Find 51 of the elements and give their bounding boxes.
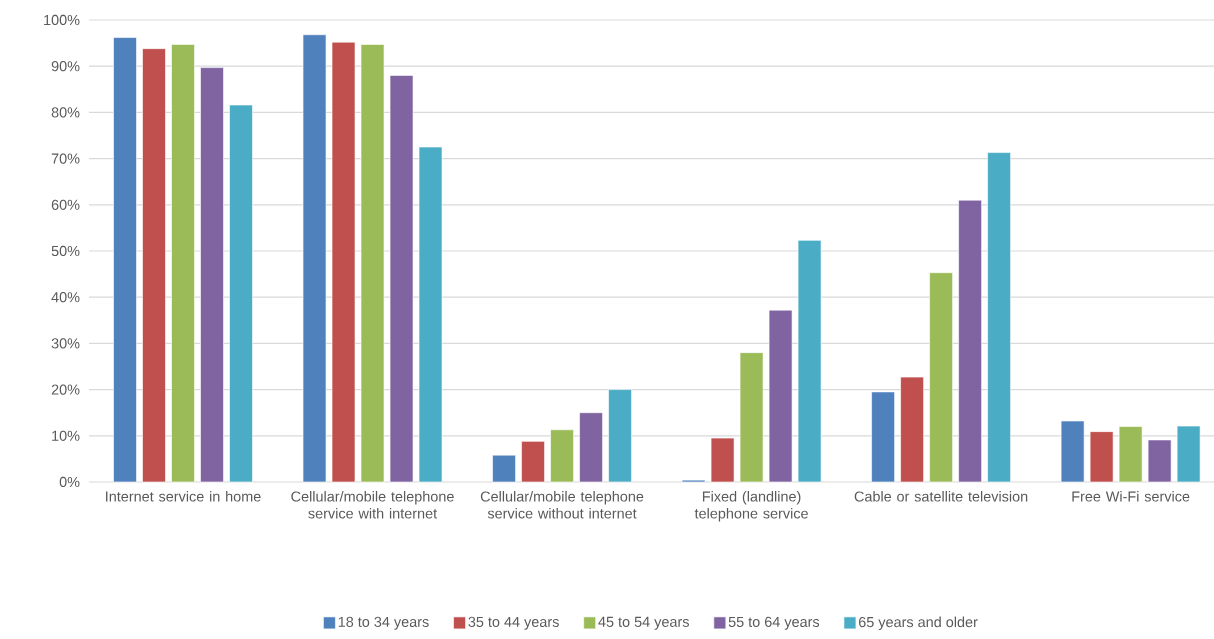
bar — [1118, 426, 1143, 483]
bar — [579, 412, 603, 483]
y-tick-label: 50% — [51, 245, 80, 257]
y-tick-label: 30% — [51, 338, 80, 349]
y-tick-label: 100% — [44, 14, 80, 26]
bar — [1060, 420, 1085, 483]
x-tick-label: Internet service in home — [106, 491, 261, 502]
y-tick-label: 60% — [51, 199, 80, 210]
legend-label: 65 years and older — [858, 616, 978, 631]
bar — [389, 75, 414, 483]
bar — [929, 272, 953, 483]
bar — [142, 48, 166, 483]
bar — [987, 152, 1011, 483]
x-tick-label: Free Wi-Fi service — [1072, 491, 1190, 502]
legend-label: 45 to 54 years — [598, 616, 689, 630]
legend-label: 35 to 44 years — [468, 616, 559, 630]
bar — [1089, 431, 1114, 483]
bar — [608, 389, 632, 483]
bar — [200, 67, 224, 483]
bar — [710, 437, 735, 483]
bar — [418, 146, 443, 483]
y-tick-label: 20% — [51, 384, 80, 395]
bar — [113, 37, 137, 483]
y-tick-label: 0% — [59, 476, 80, 488]
x-tick-label: Fixed (landline) telephone service — [694, 491, 808, 522]
bar — [768, 309, 793, 483]
bar — [1147, 439, 1172, 483]
bar — [492, 454, 516, 483]
legend-label: 55 to 64 years — [728, 616, 820, 630]
bar — [331, 41, 356, 483]
y-tick-label: 70% — [51, 153, 80, 164]
y-tick-label: 10% — [52, 430, 80, 441]
y-tick-label: 40% — [51, 292, 80, 303]
bar — [1176, 425, 1201, 483]
y-tick-label: 90% — [51, 61, 80, 72]
bar — [171, 44, 195, 483]
legend-label: 18 to 34 years — [338, 616, 429, 630]
y-tick-label: 80% — [51, 107, 80, 118]
x-tick-label: Cellular/mobile telephone service without internet — [480, 491, 644, 519]
bar — [360, 44, 385, 483]
bar — [521, 441, 545, 483]
bar — [302, 34, 327, 483]
bar — [739, 352, 764, 483]
bar — [229, 104, 253, 483]
bar — [797, 240, 822, 483]
bar — [550, 429, 574, 483]
x-tick-label: Cable or satellite television — [854, 491, 1028, 502]
bar — [958, 199, 982, 483]
bar — [900, 376, 924, 483]
bar — [871, 391, 895, 483]
x-tick-label: Cellular/mobile telephone service with internet — [291, 491, 454, 519]
